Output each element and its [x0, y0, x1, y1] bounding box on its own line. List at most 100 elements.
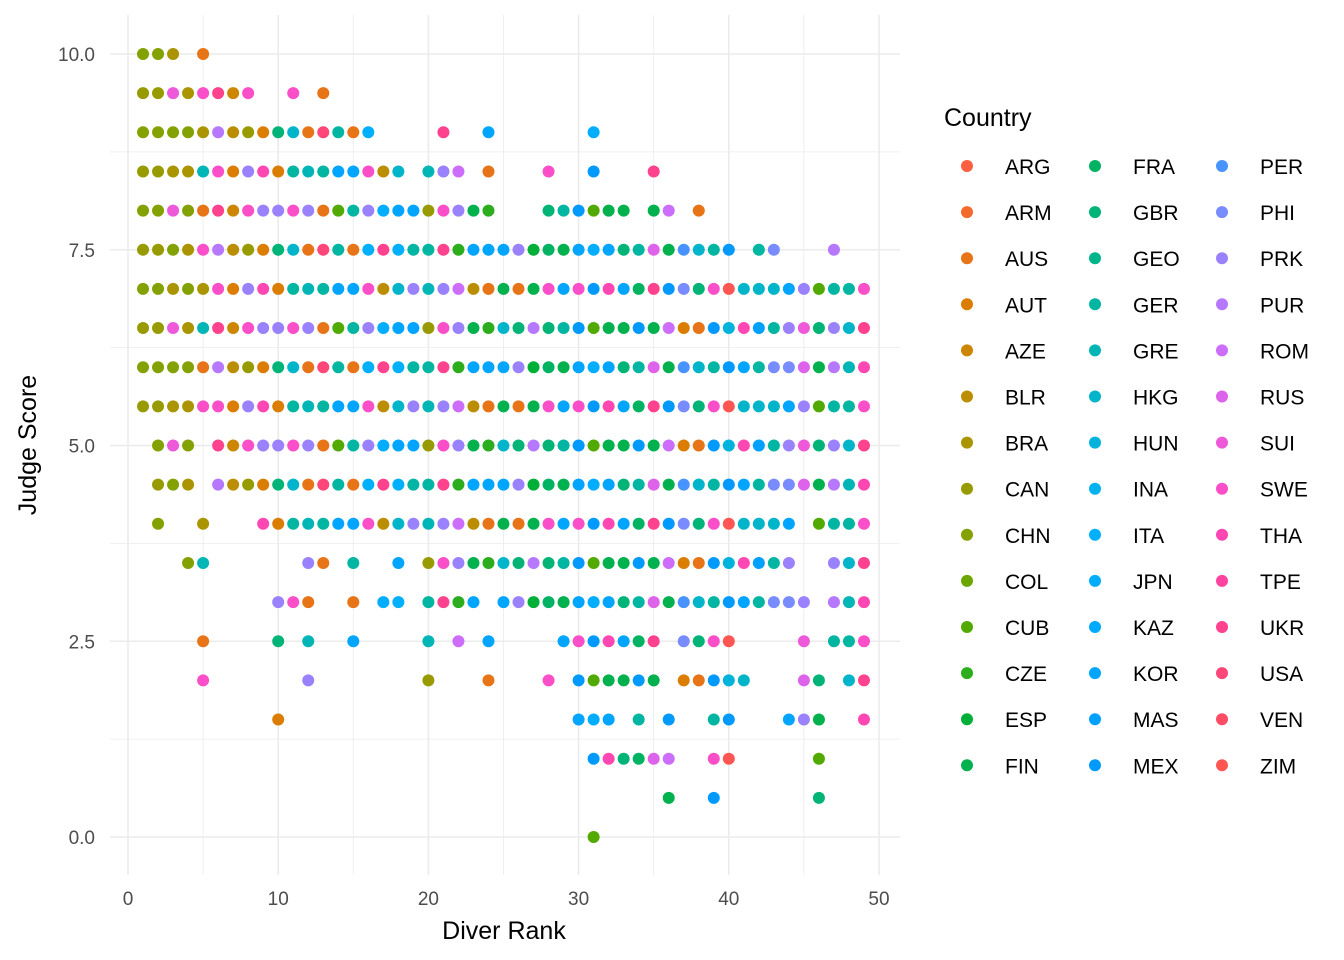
- data-point: [257, 322, 270, 335]
- data-point: [332, 243, 345, 256]
- y-tick-label: 0.0: [69, 828, 95, 849]
- data-point: [212, 282, 225, 295]
- y-tick-label: 10.0: [58, 45, 95, 66]
- data-point: [482, 517, 495, 530]
- legend-label: SUI: [1260, 433, 1295, 456]
- data-point: [572, 361, 585, 374]
- data-point: [797, 635, 810, 648]
- legend-label: HUN: [1133, 433, 1179, 456]
- y-tick-label: 2.5: [69, 632, 95, 653]
- data-point: [857, 517, 870, 530]
- data-point: [287, 126, 300, 139]
- data-point: [707, 674, 720, 687]
- legend-item-hkg: HKG: [1089, 387, 1179, 410]
- legend-item-arg: ARG: [961, 156, 1051, 179]
- data-point: [752, 322, 765, 335]
- legend-label: COL: [1005, 571, 1048, 594]
- legend-item-rus: RUS: [1216, 387, 1304, 410]
- legend-label: PHI: [1260, 202, 1295, 225]
- legend-label: UKR: [1260, 617, 1304, 640]
- data-point: [152, 517, 165, 530]
- legend-item-zim: ZIM: [1216, 755, 1296, 778]
- data-point: [497, 439, 510, 452]
- data-point: [662, 243, 675, 256]
- data-point: [182, 165, 195, 178]
- data-point: [722, 752, 735, 765]
- data-point: [167, 126, 180, 139]
- data-point: [527, 439, 540, 452]
- data-point: [587, 478, 600, 491]
- data-point: [212, 439, 225, 452]
- data-point: [542, 400, 555, 413]
- legend-item-kor: KOR: [1089, 663, 1179, 686]
- data-point: [152, 282, 165, 295]
- data-point: [842, 361, 855, 374]
- data-point: [692, 400, 705, 413]
- data-point: [722, 282, 735, 295]
- data-point: [527, 322, 540, 335]
- data-point: [812, 674, 825, 687]
- data-point: [257, 361, 270, 374]
- data-point: [602, 635, 615, 648]
- data-point: [377, 204, 390, 217]
- data-point: [167, 87, 180, 100]
- legend-label: GRE: [1133, 340, 1179, 363]
- legend-label: PRK: [1260, 248, 1303, 271]
- data-point: [587, 165, 600, 178]
- data-point: [632, 243, 645, 256]
- data-point: [332, 282, 345, 295]
- data-point: [857, 439, 870, 452]
- data-point: [437, 361, 450, 374]
- data-point: [707, 596, 720, 609]
- data-point: [707, 361, 720, 374]
- data-point: [632, 282, 645, 295]
- data-point: [197, 400, 210, 413]
- data-point: [407, 517, 420, 530]
- data-point: [602, 243, 615, 256]
- data-point: [707, 635, 720, 648]
- data-point: [152, 48, 165, 60]
- data-point: [617, 400, 630, 413]
- data-point: [302, 322, 315, 335]
- data-point: [257, 478, 270, 491]
- data-point: [437, 165, 450, 178]
- legend-item-phi: PHI: [1216, 202, 1295, 225]
- legend-item-fra: FRA: [1089, 156, 1175, 179]
- data-point: [527, 478, 540, 491]
- data-point: [542, 439, 555, 452]
- legend-label: GER: [1133, 294, 1179, 317]
- data-point: [857, 674, 870, 687]
- legend-item-jpn: JPN: [1089, 571, 1173, 594]
- data-point: [692, 517, 705, 530]
- data-point: [662, 478, 675, 491]
- data-point: [797, 674, 810, 687]
- data-point: [512, 322, 525, 335]
- data-point: [572, 635, 585, 648]
- data-point: [527, 596, 540, 609]
- data-point: [617, 752, 630, 765]
- data-point: [857, 556, 870, 569]
- data-point: [812, 478, 825, 491]
- data-point: [377, 361, 390, 374]
- data-point: [362, 322, 375, 335]
- legend-key: [1089, 482, 1101, 495]
- y-axis-ticks: 0.0 2.5 5.0 7.5 10.0: [58, 45, 95, 849]
- data-point: [317, 517, 330, 530]
- data-point: [602, 674, 615, 687]
- data-point: [422, 243, 435, 256]
- data-point: [677, 635, 690, 648]
- data-point: [452, 439, 465, 452]
- data-point: [302, 165, 315, 178]
- data-point: [167, 322, 180, 335]
- data-point: [362, 204, 375, 217]
- data-point: [542, 165, 555, 178]
- data-point: [287, 400, 300, 413]
- legend-key: [1089, 528, 1101, 541]
- data-point: [617, 322, 630, 335]
- data-point: [347, 282, 360, 295]
- data-point: [347, 243, 360, 256]
- data-point: [212, 126, 225, 139]
- data-point: [227, 361, 240, 374]
- data-point: [182, 322, 195, 335]
- data-point: [812, 713, 825, 726]
